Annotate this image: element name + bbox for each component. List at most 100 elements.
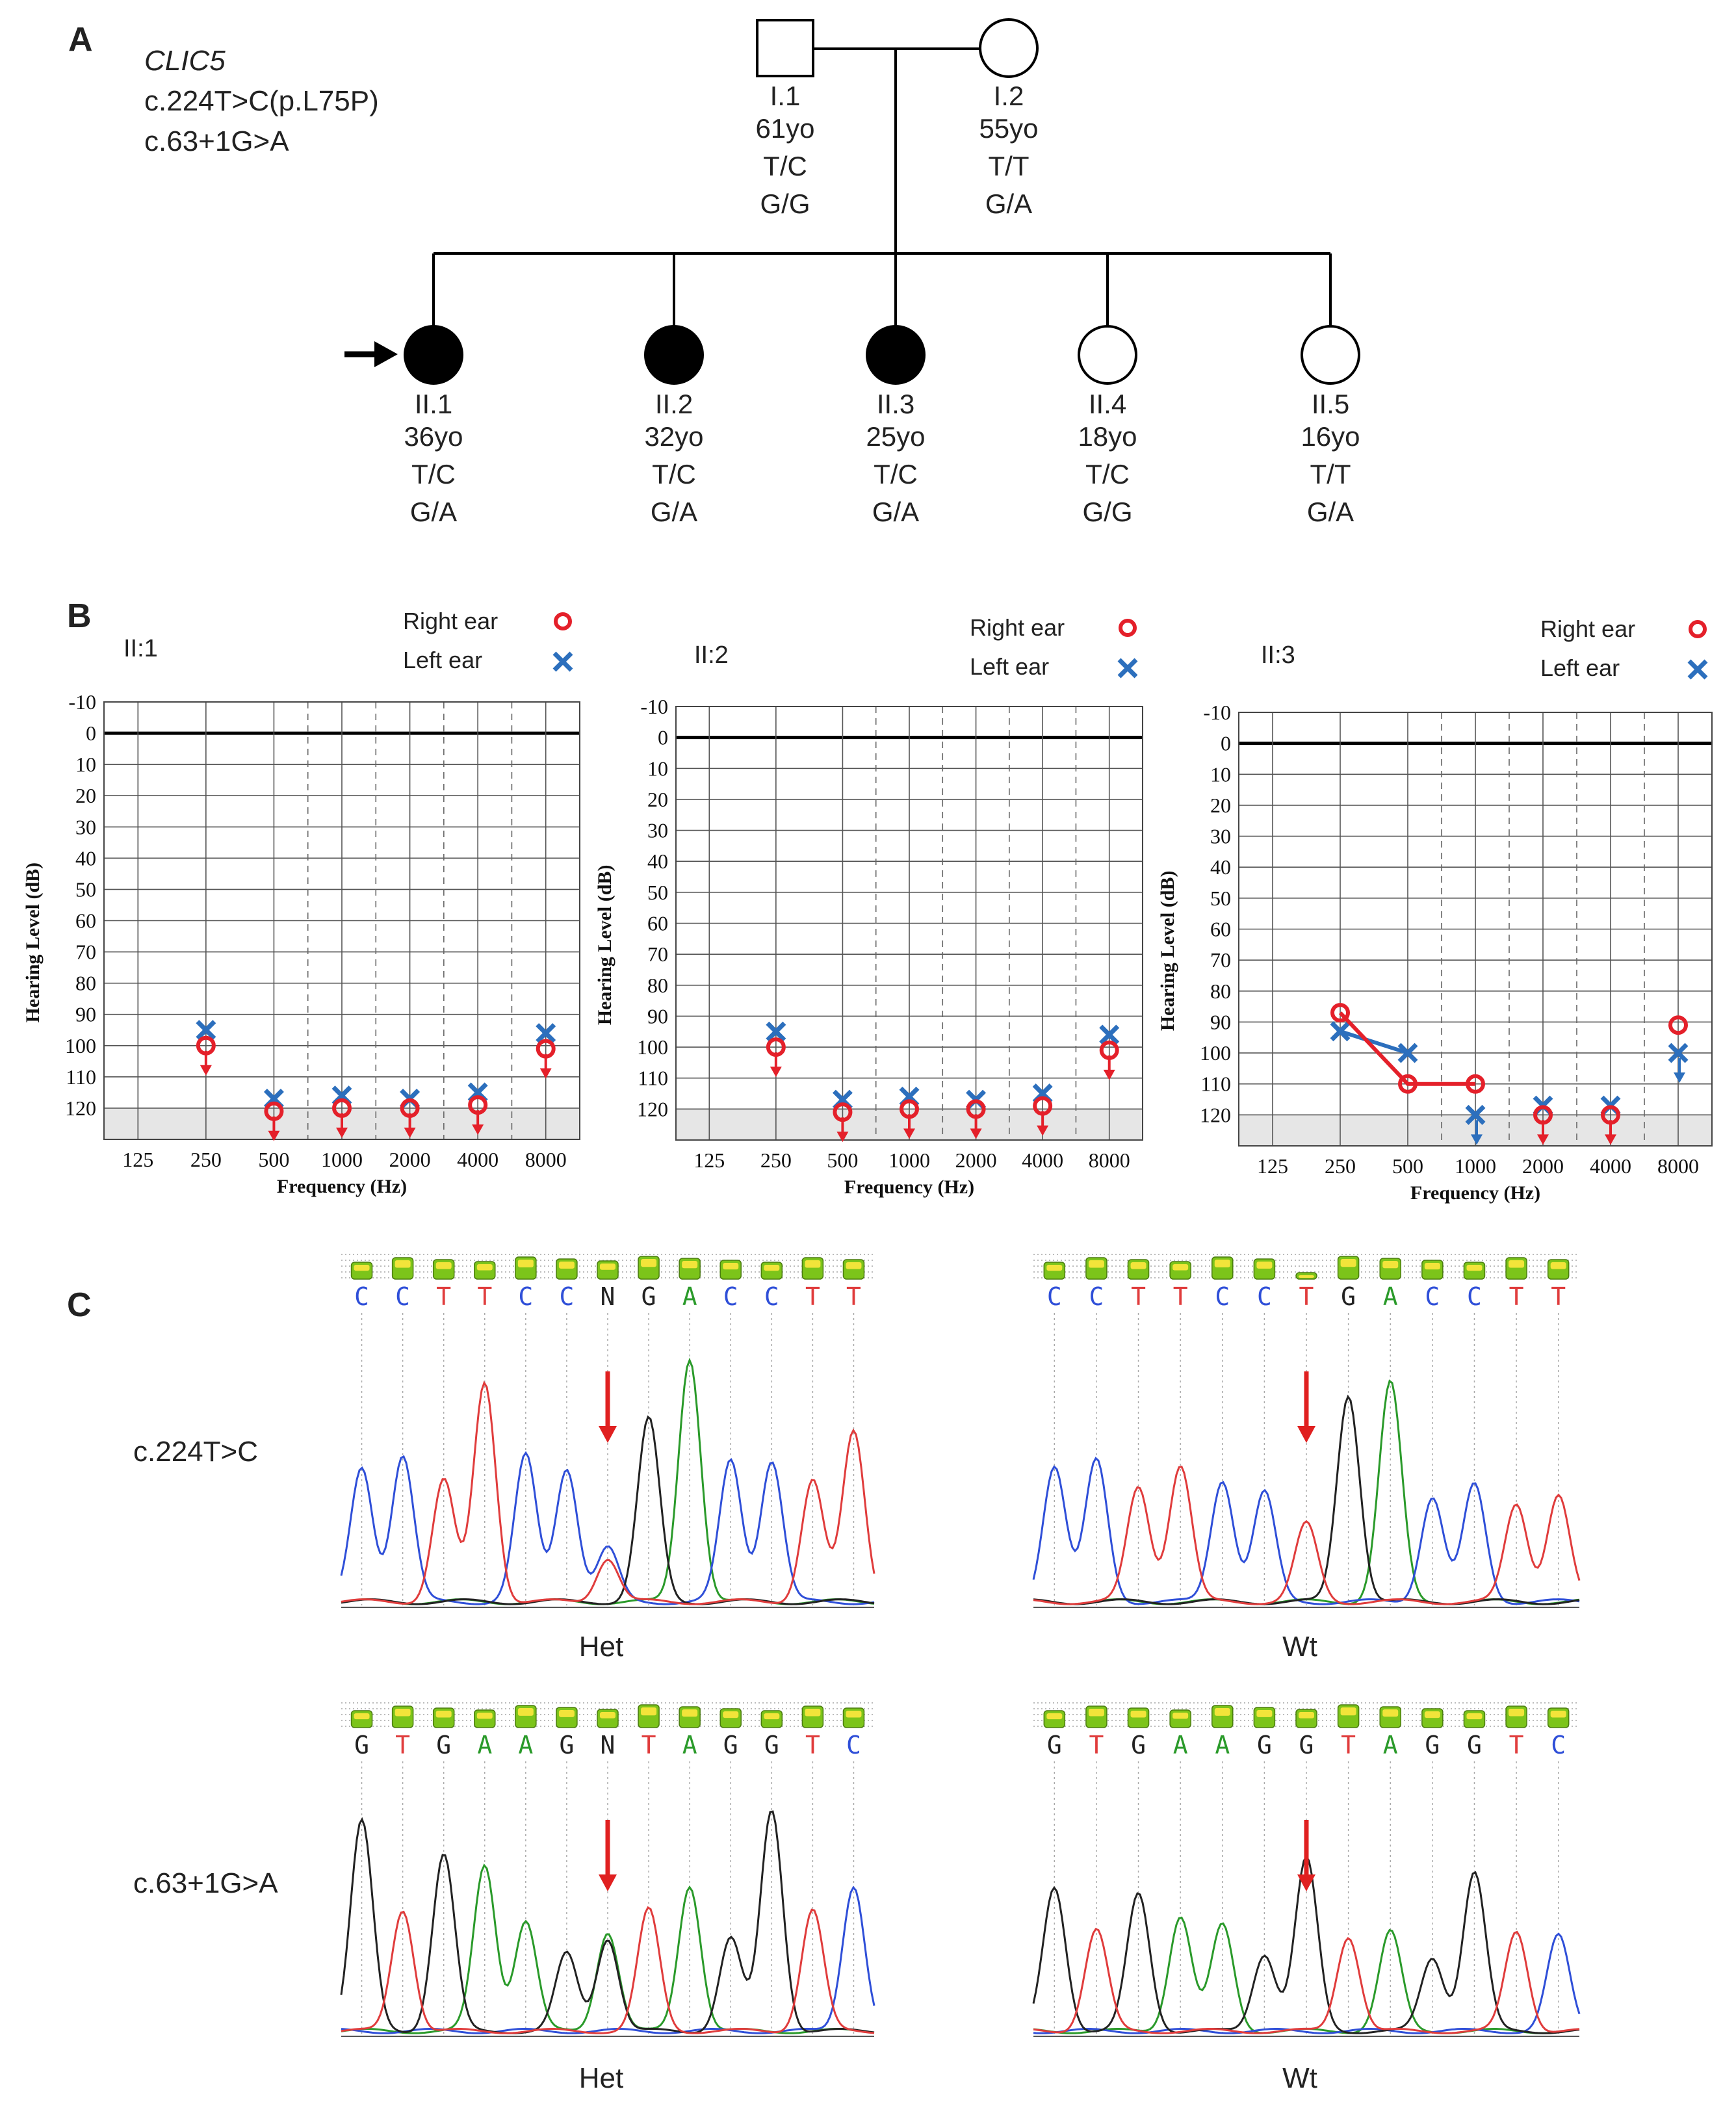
quality-bar-highlight — [1130, 1262, 1147, 1269]
base-call: C — [764, 1282, 779, 1311]
right-ear-marker — [400, 1098, 420, 1118]
quality-bar-highlight — [1046, 1713, 1063, 1720]
right-ear-marker — [833, 1102, 853, 1122]
base-call: G — [1467, 1731, 1482, 1759]
x-tick-label: 4000 — [457, 1148, 499, 1171]
no-response-arrowhead — [836, 1132, 849, 1143]
audiogram-title: II:3 — [1261, 642, 1295, 669]
y-tick-label: 0 — [86, 721, 96, 745]
base-call: T — [1509, 1282, 1524, 1311]
base-call: G — [641, 1282, 656, 1311]
y-tick-label: 110 — [638, 1067, 668, 1090]
genotype-224: T/C — [652, 459, 696, 489]
quality-bar-highlight — [1382, 1261, 1399, 1269]
y-tick-label: 110 — [1200, 1072, 1231, 1096]
trace-channel-T — [341, 1381, 875, 1605]
y-tick-label: 10 — [647, 757, 668, 780]
variant-arrowhead — [1297, 1426, 1315, 1443]
quality-bar-highlight — [1299, 1712, 1314, 1718]
base-call: G — [764, 1731, 779, 1759]
base-call: G — [1047, 1731, 1062, 1759]
audiogram-3: -10 0 10 20 30 40 50 60 70 80 90 100 110 120 125 250 500… — [1157, 616, 1713, 1204]
x-tick-label: 8000 — [525, 1148, 567, 1171]
right-ear-marker — [332, 1098, 352, 1118]
base-call: C — [1215, 1282, 1230, 1311]
genotype-224: T/T — [1310, 459, 1351, 489]
genotype-label: Het — [579, 2062, 623, 2094]
base-call: C — [1551, 1731, 1566, 1759]
y-tick-label: 0 — [658, 726, 668, 749]
no-response-arrowhead — [200, 1065, 212, 1076]
individual-II3: II.3 25yo T/C G/A — [866, 325, 926, 527]
right-ear-marker — [1668, 1015, 1688, 1035]
base-call: C — [518, 1282, 533, 1311]
right-ear-line — [1338, 1011, 1475, 1086]
panel-b-letter: B — [67, 597, 92, 635]
y-tick-label: 10 — [1210, 762, 1231, 786]
base-call: C — [1467, 1282, 1482, 1311]
y-tick-label: 70 — [1210, 948, 1231, 972]
affected-female-symbol — [644, 325, 704, 385]
right-ear-marker — [264, 1101, 284, 1121]
genotype-63: G/A — [410, 497, 457, 527]
base-call: T — [1299, 1282, 1314, 1311]
quality-bar-highlight — [435, 1262, 452, 1269]
x-tick-label: 1000 — [1455, 1154, 1496, 1178]
y-tick-label: 110 — [66, 1065, 96, 1089]
base-call: T — [1551, 1282, 1566, 1311]
no-response-arrowhead — [1037, 1125, 1049, 1136]
y-tick-label: 30 — [75, 815, 96, 838]
genotype-label: Het — [579, 1631, 623, 1663]
x-tick-label: 4000 — [1590, 1154, 1631, 1178]
genotype-63: G/A — [872, 497, 919, 527]
audiogram-1: -10 0 10 20 30 40 50 60 70 80 90 100 110 120 125 250 500… — [22, 608, 580, 1197]
base-call: T — [1089, 1731, 1104, 1759]
y-tick-label: 80 — [647, 974, 668, 997]
y-tick-label: 0 — [1221, 732, 1231, 755]
right-ear-marker — [1601, 1105, 1620, 1125]
base-call: C — [846, 1731, 861, 1759]
row-label-224: c.224T>C — [133, 1436, 258, 1468]
variant-2-label: c.63+1G>A — [144, 125, 289, 157]
quality-bar-highlight — [1424, 1263, 1440, 1270]
quality-bar-highlight — [1466, 1713, 1483, 1720]
plot-frame — [1238, 712, 1713, 1147]
trace-channel-A — [341, 1863, 875, 2034]
trace-224-wt: C C T T C C T G A C C T TWt — [1032, 1254, 1581, 1663]
genotype-224: T/C — [874, 459, 918, 489]
individual-id: II.2 — [655, 389, 693, 419]
y-tick-label: 90 — [1210, 1010, 1231, 1033]
quality-bar-highlight — [1256, 1710, 1273, 1717]
variant-arrowhead — [599, 1874, 617, 1891]
no-response-arrowhead — [770, 1067, 782, 1078]
no-response-arrowhead — [404, 1127, 416, 1138]
trace-channel-T — [1033, 1465, 1581, 1605]
base-call: G — [1425, 1731, 1440, 1759]
left-ear-line — [1340, 1029, 1408, 1055]
base-call: A — [1383, 1731, 1398, 1759]
no-response-arrowhead — [1674, 1072, 1685, 1083]
y-axis-title: Hearing Level (dB) — [1157, 871, 1178, 1031]
quality-bar-highlight — [1550, 1262, 1566, 1269]
legend-right-ear: Right ear — [403, 608, 498, 634]
quality-bar-highlight — [476, 1264, 493, 1271]
y-axis-title: Hearing Level (dB) — [22, 862, 44, 1023]
base-call: T — [1173, 1282, 1188, 1311]
individual-age: 25yo — [866, 421, 925, 452]
genotype-63: G/G — [760, 188, 810, 219]
y-tick-label: 40 — [75, 846, 96, 870]
base-call: G — [436, 1731, 451, 1759]
no-response-arrowhead — [903, 1128, 915, 1139]
right-ear-marker — [1099, 1040, 1119, 1060]
y-tick-label: 30 — [647, 819, 668, 842]
legend-cross-icon — [552, 651, 573, 672]
quality-bar-highlight — [1088, 1709, 1104, 1717]
genotype-224: T/C — [763, 151, 807, 181]
right-ear-marker — [196, 1035, 216, 1056]
quality-bar-highlight — [558, 1710, 575, 1717]
y-tick-label: 70 — [647, 942, 668, 966]
individual-id: II.5 — [1312, 389, 1349, 419]
quality-bar-highlight — [846, 1262, 862, 1269]
